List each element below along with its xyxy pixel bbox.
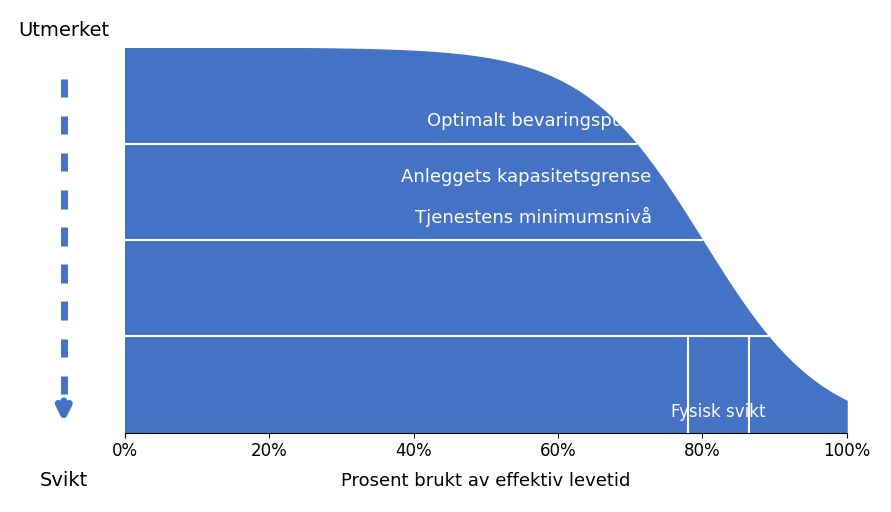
- Text: Anleggets kapasitetsgrense: Anleggets kapasitetsgrense: [402, 168, 651, 186]
- Text: Svikt: Svikt: [39, 471, 88, 490]
- Text: Optimalt bevaringspunkt: Optimalt bevaringspunkt: [427, 112, 651, 130]
- Text: Fysisk svikt: Fysisk svikt: [671, 403, 765, 421]
- X-axis label: Prosent brukt av effektiv levetid: Prosent brukt av effektiv levetid: [341, 472, 631, 489]
- Text: Tjenestens minimumsnivå: Tjenestens minimumsnivå: [414, 207, 651, 227]
- Text: Utmerket: Utmerket: [18, 21, 110, 40]
